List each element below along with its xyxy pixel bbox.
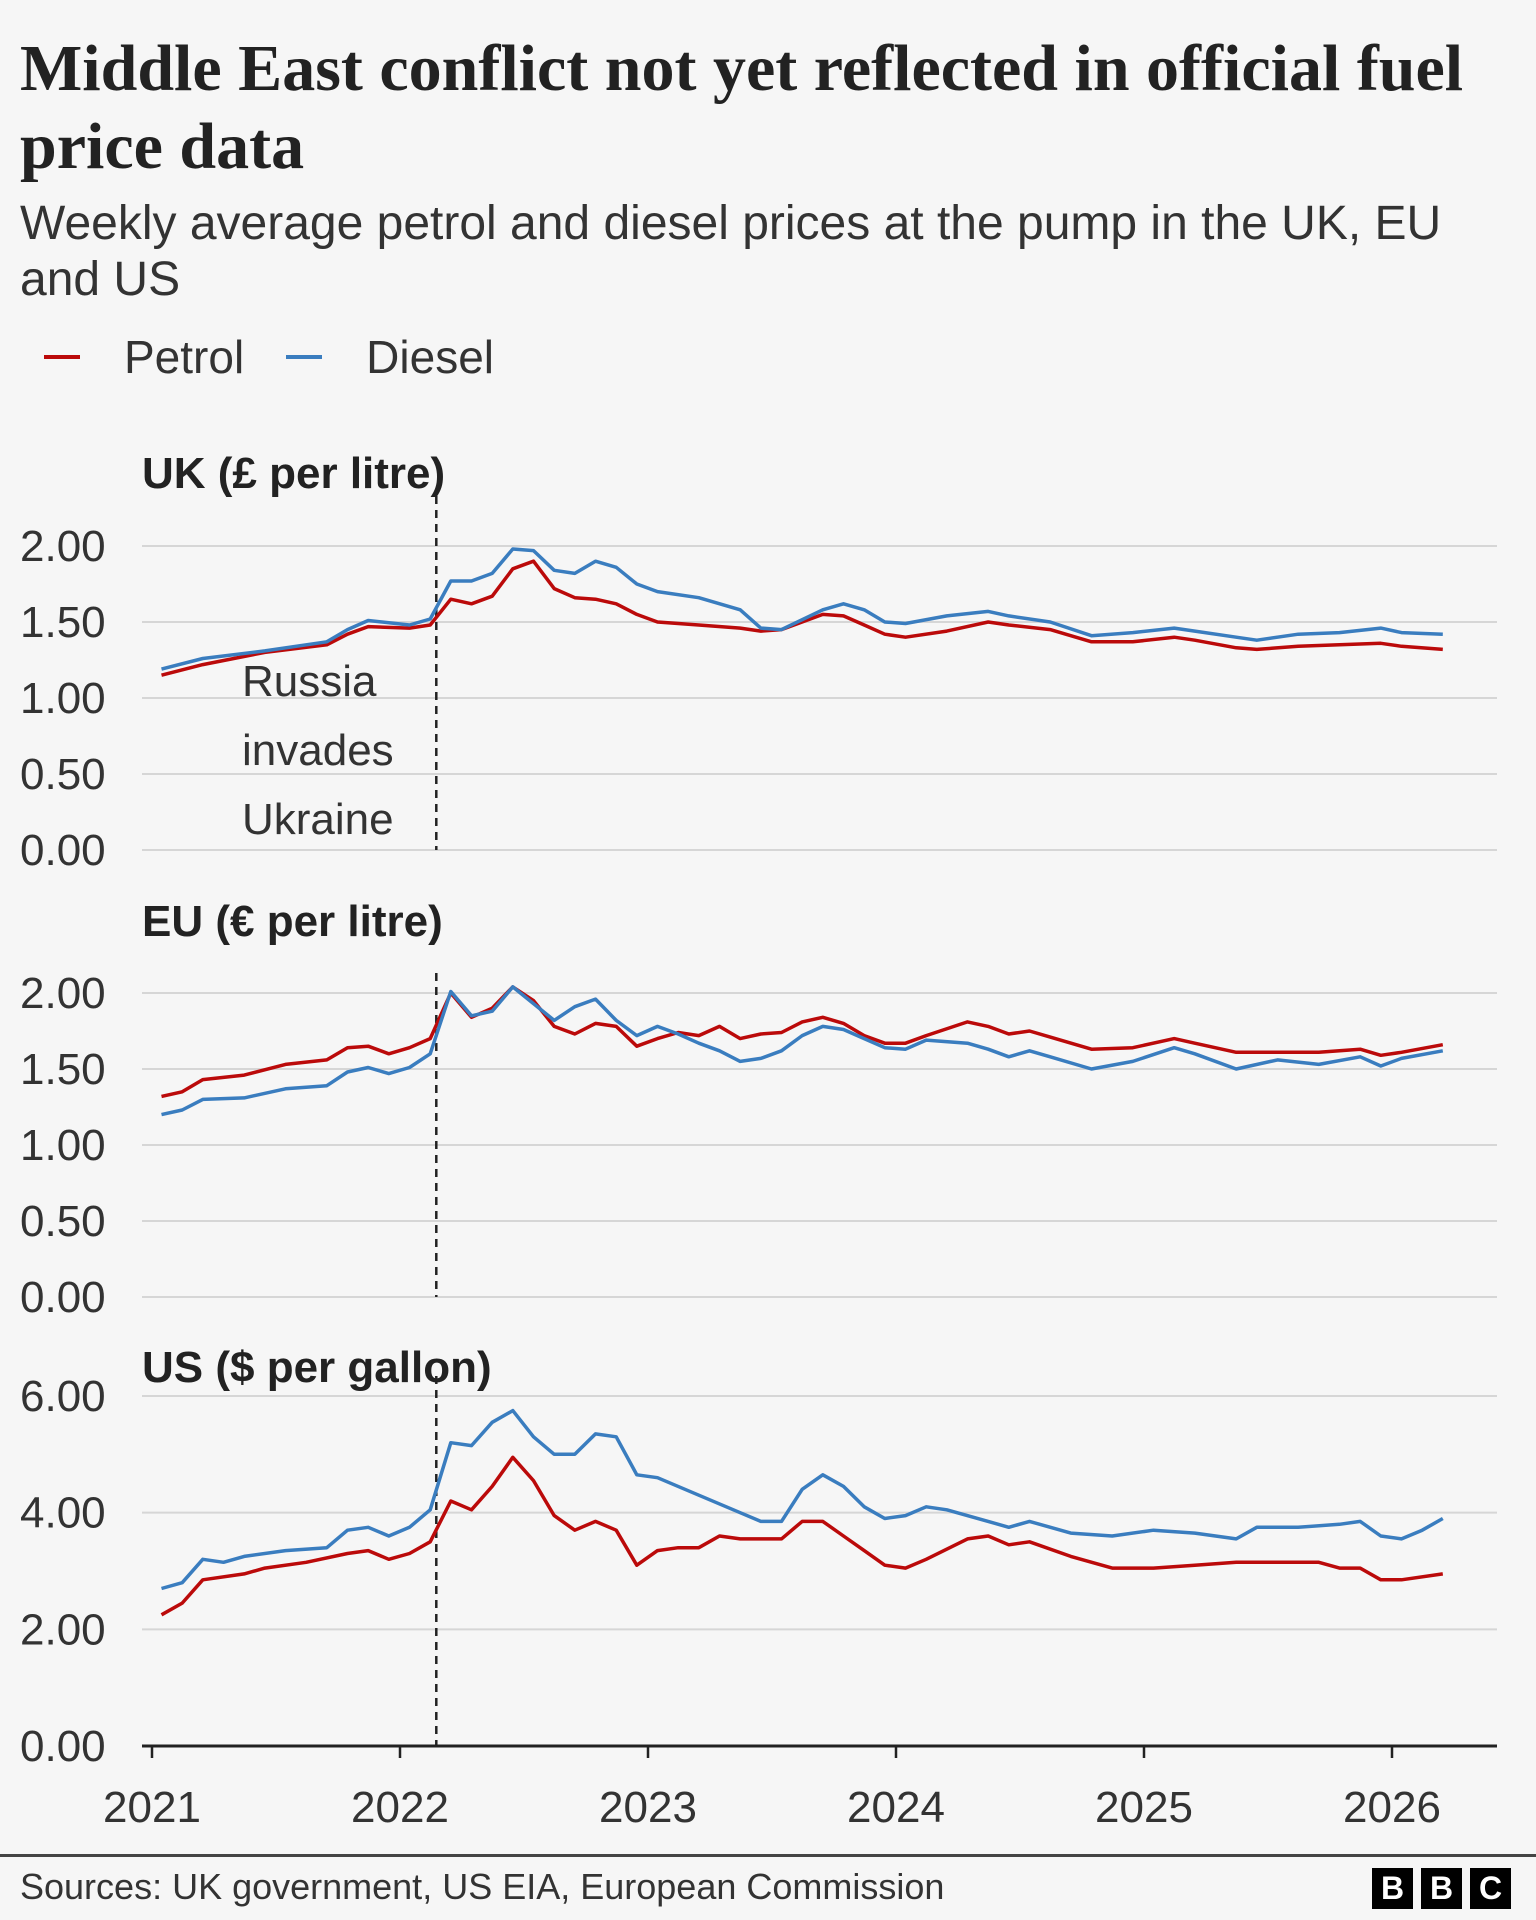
y-tick-label: 0.00 <box>20 1273 106 1322</box>
panel-title: US ($ per gallon) <box>142 1343 492 1392</box>
bbc-logo-block: C <box>1470 1868 1511 1909</box>
x-tick-label: 2022 <box>351 1783 449 1832</box>
chart-title: Middle East conflict not yet reflected i… <box>20 32 1464 183</box>
series-line-petrol <box>161 559 1443 677</box>
y-tick-label: 1.50 <box>20 598 106 647</box>
x-tick-label: 2021 <box>103 1783 201 1832</box>
legend: Petrol Diesel <box>44 330 536 384</box>
bbc-logo-block: B <box>1421 1868 1462 1909</box>
footer-divider <box>0 1854 1536 1857</box>
y-tick-label: 4.00 <box>20 1489 106 1538</box>
annotation-text: Ukraine <box>242 795 394 844</box>
series-line-diesel <box>161 547 1443 671</box>
legend-swatch-diesel <box>286 355 323 359</box>
y-tick-label: 1.00 <box>20 1121 106 1170</box>
legend-label-diesel: Diesel <box>366 331 494 383</box>
series-line-diesel <box>161 985 1444 1117</box>
bbc-logo-block: B <box>1372 1868 1413 1909</box>
sources-note: Sources: UK government, US EIA, European… <box>20 1866 945 1907</box>
y-tick-label: 0.00 <box>20 826 106 875</box>
y-tick-label: 2.00 <box>20 522 106 571</box>
x-tick-label: 2024 <box>847 1783 945 1832</box>
annotation-text: invades <box>242 726 394 775</box>
series-line-petrol <box>161 985 1444 1099</box>
y-tick-label: 2.00 <box>20 969 106 1018</box>
y-tick-label: 0.00 <box>20 1722 106 1771</box>
bbc-logo: B B C <box>1372 1868 1511 1909</box>
annotation-text: Russia <box>242 657 377 706</box>
series-line-diesel <box>161 1408 1444 1591</box>
series-line-petrol <box>160 1455 1444 1617</box>
y-tick-label: 1.00 <box>20 674 106 723</box>
y-tick-label: 6.00 <box>20 1372 106 1421</box>
legend-swatch-petrol <box>44 355 80 359</box>
legend-label-petrol: Petrol <box>124 331 245 383</box>
y-tick-label: 2.00 <box>20 1605 106 1654</box>
x-tick-label: 2023 <box>599 1783 697 1832</box>
x-tick-label: 2025 <box>1095 1783 1193 1832</box>
x-tick-label: 2026 <box>1343 1783 1441 1832</box>
chart-subtitle: Weekly average petrol and diesel prices … <box>20 197 1442 306</box>
y-tick-label: 1.50 <box>20 1045 106 1094</box>
panel-title: UK (£ per litre) <box>142 449 445 498</box>
y-tick-label: 0.50 <box>20 750 106 799</box>
y-tick-label: 0.50 <box>20 1197 106 1246</box>
panel-title: EU (€ per litre) <box>142 897 443 946</box>
